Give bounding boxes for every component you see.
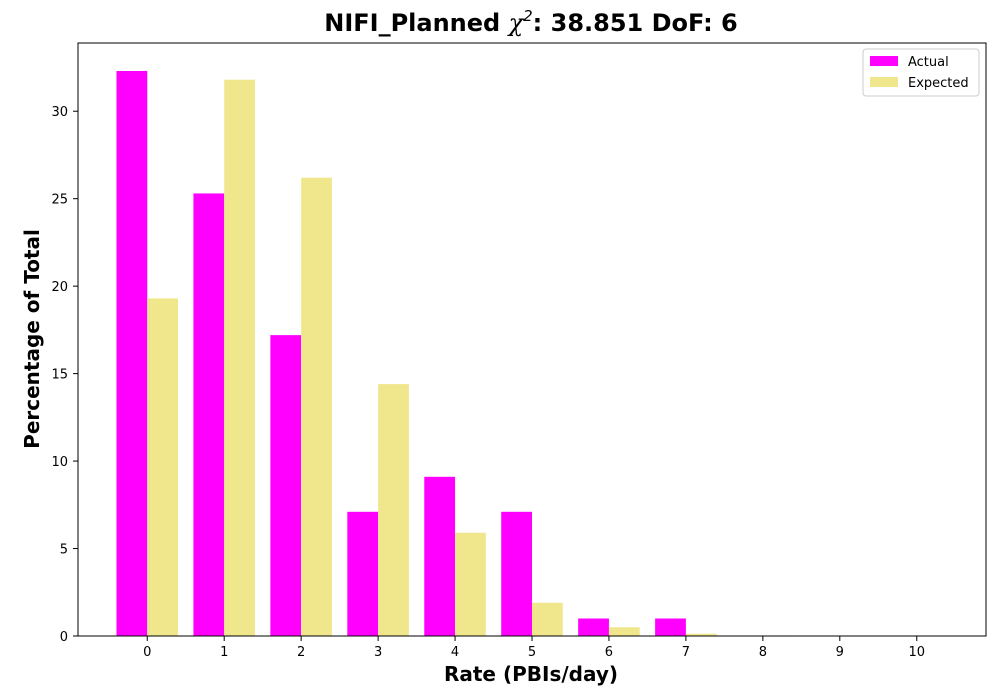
bar-actual-5 bbox=[501, 511, 532, 636]
x-tick-label: 6 bbox=[605, 645, 613, 660]
x-axis-ticks: 0 1 2 3 4 5 6 7 8 9 10 bbox=[143, 636, 925, 660]
plot-frame bbox=[77, 42, 987, 637]
bar-expected-7 bbox=[685, 633, 717, 636]
bar-expected-0 bbox=[147, 298, 179, 636]
chart-title: NIFI_Planned χ2: 38.851 DoF: 6 bbox=[324, 7, 738, 37]
bar-actual-3 bbox=[347, 511, 379, 636]
chart-title-chi: χ bbox=[507, 9, 525, 37]
chart-title-sup: 2 bbox=[523, 7, 533, 25]
y-tick-label: 0 bbox=[60, 630, 68, 645]
bar-actual-0 bbox=[116, 70, 148, 636]
x-tick-label: 7 bbox=[682, 645, 690, 660]
y-axis-ticks: 0 5 10 15 20 25 30 bbox=[51, 105, 78, 645]
bar-actual-4 bbox=[424, 476, 456, 636]
bar-actual-1 bbox=[193, 193, 225, 636]
y-axis-label: Percentage of Total bbox=[20, 229, 44, 449]
x-tick-label: 1 bbox=[220, 645, 228, 660]
bar-actual-7 bbox=[655, 618, 686, 636]
bar-actual-6 bbox=[578, 618, 609, 636]
x-tick-label: 2 bbox=[297, 645, 305, 660]
bar-expected-4 bbox=[455, 532, 486, 636]
bar-expected-3 bbox=[378, 384, 409, 636]
x-tick-label: 9 bbox=[836, 645, 844, 660]
y-tick-label: 5 bbox=[60, 543, 68, 558]
y-tick-label: 10 bbox=[51, 455, 68, 470]
bar-actual-2 bbox=[270, 335, 302, 636]
y-tick-label: 15 bbox=[51, 368, 68, 383]
legend-swatch-expected bbox=[870, 77, 898, 87]
chart-title-prefix: NIFI_Planned bbox=[324, 9, 508, 37]
x-tick-label: 8 bbox=[759, 645, 767, 660]
y-tick-label: 20 bbox=[51, 280, 68, 295]
x-tick-label: 4 bbox=[451, 645, 459, 660]
legend-label-expected: Expected bbox=[908, 76, 969, 91]
x-tick-label: 5 bbox=[528, 645, 536, 660]
bar-expected-5 bbox=[532, 602, 563, 636]
bar-expected-6 bbox=[608, 627, 640, 636]
legend-swatch-actual bbox=[870, 56, 898, 66]
bar-expected-1 bbox=[224, 79, 255, 637]
bar-expected-2 bbox=[301, 177, 332, 636]
chart-title-suffix: : 38.851 DoF: 6 bbox=[533, 9, 738, 37]
x-tick-label: 3 bbox=[374, 645, 382, 660]
x-tick-label: 0 bbox=[143, 645, 151, 660]
x-axis-label: Rate (PBIs/day) bbox=[444, 662, 618, 686]
bars bbox=[116, 70, 948, 637]
x-tick-label: 10 bbox=[908, 645, 925, 660]
legend: Actual Expected bbox=[862, 48, 980, 97]
y-tick-label: 30 bbox=[51, 105, 68, 120]
legend-label-actual: Actual bbox=[908, 55, 949, 70]
y-tick-label: 25 bbox=[51, 193, 68, 208]
